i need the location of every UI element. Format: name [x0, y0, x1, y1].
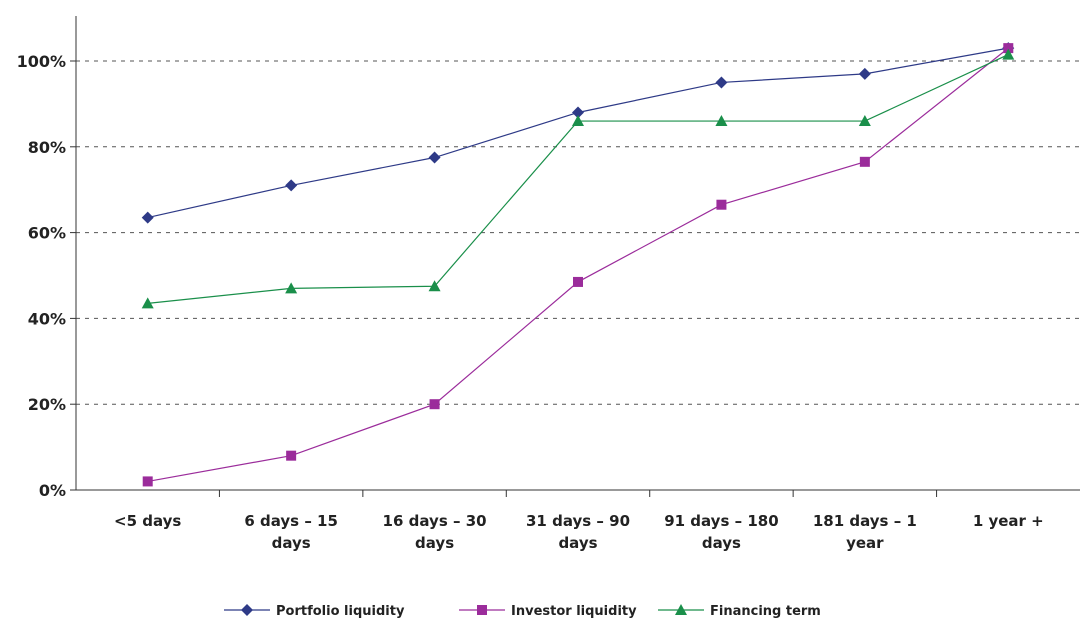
series-line: [147, 54, 1009, 304]
data-point: [572, 115, 584, 127]
y-tick-labels: 0% 20% 40% 60% 80% 100%: [17, 52, 66, 500]
series-portfolio-liquidity: [141, 42, 1015, 224]
data-point: [715, 115, 728, 127]
legend-item: Portfolio liquidity: [224, 604, 405, 619]
legend-marker: [675, 604, 687, 615]
legend-marker: [477, 605, 487, 615]
data-point: [428, 280, 441, 292]
legend-label: Portfolio liquidity: [276, 604, 405, 619]
data-point: [141, 297, 154, 309]
data-point: [1002, 48, 1015, 60]
data-point: [573, 276, 583, 287]
legend-label: Financing term: [710, 604, 821, 619]
data-point: [428, 151, 441, 164]
x-tick-label: 91 days – 180 days: [664, 512, 778, 552]
series-investor-liquidity: [142, 43, 1014, 487]
legend-marker: [241, 604, 253, 616]
series-financing-term: [141, 48, 1015, 309]
axes: [70, 16, 1080, 497]
y-tick-label: 80%: [28, 138, 66, 157]
legend-item: Financing term: [658, 604, 821, 619]
y-tick-label: 60%: [28, 224, 66, 243]
data-point: [858, 67, 871, 80]
data-point: [858, 115, 871, 127]
data-point: [429, 399, 440, 410]
data-point: [715, 76, 728, 89]
data-point: [859, 156, 870, 167]
x-tick-label: 31 days – 90 days: [526, 512, 630, 552]
x-tick-label: 1 year +: [973, 512, 1044, 530]
x-tick-label: 16 days – 30 days: [383, 512, 487, 552]
y-tick-label: 100%: [17, 52, 66, 71]
data-point: [716, 199, 727, 210]
y-tick-label: 0%: [39, 481, 66, 500]
y-tick-label: 40%: [28, 309, 66, 328]
legend: Portfolio liquidity Investor liquidity Fin…: [224, 604, 821, 619]
x-tick-label: <5 days: [114, 512, 181, 530]
x-tick-label: 6 days – 15 days: [244, 512, 338, 552]
data-point: [1003, 43, 1014, 54]
data-point: [142, 476, 153, 487]
data-point: [286, 450, 297, 461]
data-point: [572, 106, 584, 119]
x-tick-labels: <5 days 6 days – 15 days 16 days – 30 days 31…: [114, 512, 1044, 552]
legend-item: Investor liquidity: [459, 604, 637, 619]
legend-label: Investor liquidity: [511, 604, 637, 619]
x-tick-label: 181 days – 1 year: [813, 512, 917, 552]
data-point: [141, 211, 154, 224]
data-point: [285, 179, 298, 192]
series-lines: [141, 42, 1015, 487]
y-tick-label: 20%: [28, 395, 66, 414]
series-line: [147, 47, 1009, 219]
data-point: [285, 282, 298, 294]
